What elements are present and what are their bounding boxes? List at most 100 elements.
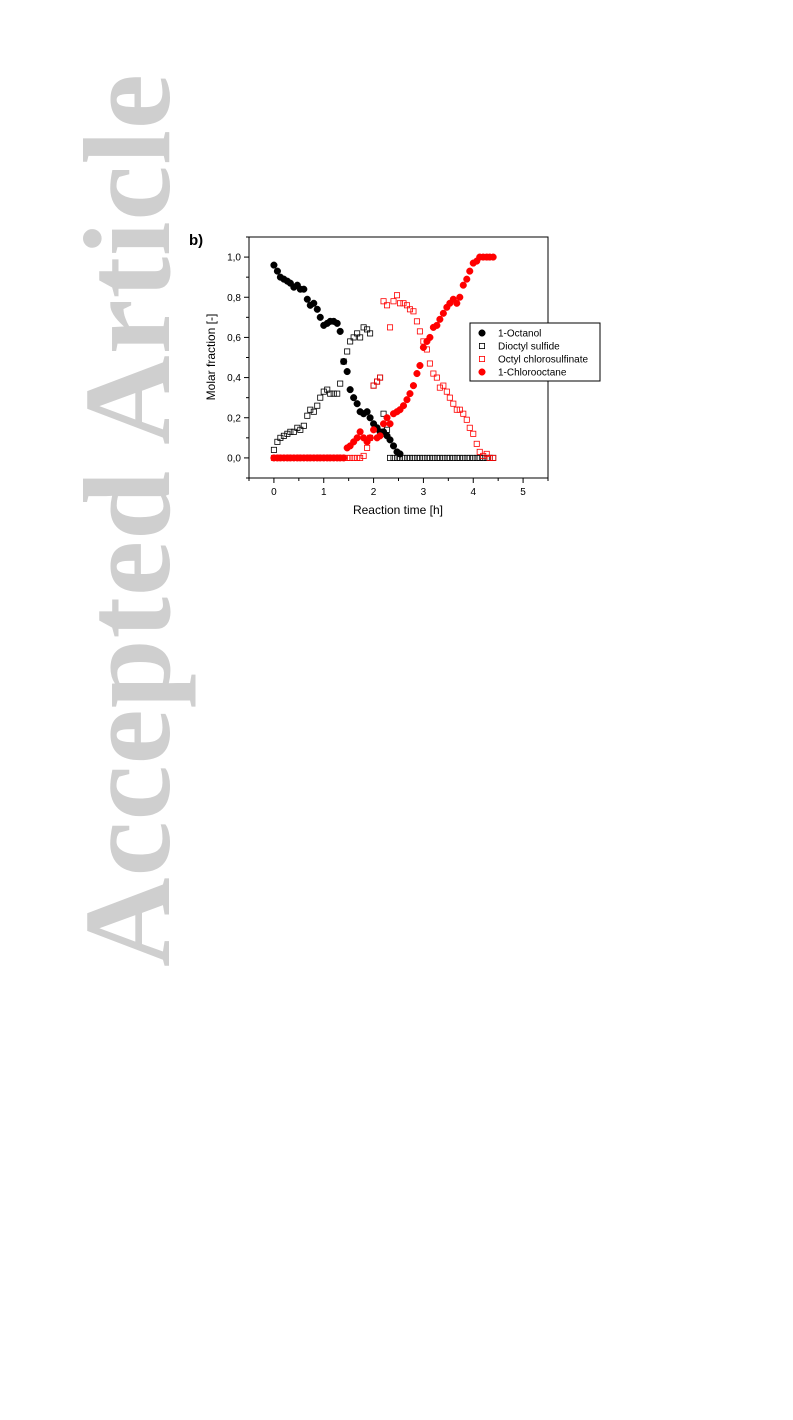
data-point [476, 448, 483, 455]
data-point [460, 454, 467, 461]
data-point [353, 434, 361, 442]
data-point [387, 324, 394, 331]
data-point [406, 454, 413, 461]
legend-marker [478, 355, 485, 362]
data-point [317, 394, 324, 401]
x-tick-label: 2 [371, 487, 377, 498]
data-point [304, 412, 311, 419]
data-point [406, 306, 413, 313]
data-point [366, 414, 374, 422]
y-axis-label: Molar fraction [-] [204, 314, 218, 401]
series-4 [270, 253, 497, 462]
data-point [410, 308, 417, 315]
series-1 [270, 261, 404, 458]
data-point [466, 454, 473, 461]
data-point [307, 406, 314, 413]
data-point [386, 436, 394, 444]
data-point [287, 428, 294, 435]
data-point [430, 370, 437, 377]
x-tick-label: 0 [271, 487, 277, 498]
data-point [310, 299, 318, 307]
data-point [277, 434, 284, 441]
data-point [360, 452, 367, 459]
data-point [440, 454, 447, 461]
data-point [357, 334, 364, 341]
data-point [337, 380, 344, 387]
data-point [390, 454, 397, 461]
data-point [419, 343, 427, 352]
data-point [466, 267, 474, 275]
legend-marker [478, 342, 485, 349]
data-point [310, 408, 317, 415]
data-point [270, 446, 277, 453]
data-point [420, 454, 427, 461]
data-point [489, 253, 497, 261]
data-point [327, 390, 334, 397]
data-point [313, 305, 321, 313]
data-point [480, 454, 487, 461]
x-tick-label: 3 [421, 487, 427, 498]
x-tick-label: 5 [520, 487, 526, 498]
data-point [486, 454, 493, 461]
legend-marker [478, 368, 486, 376]
data-point [400, 454, 407, 461]
data-point [334, 390, 341, 397]
data-point [370, 382, 377, 389]
data-point [316, 313, 324, 321]
axis-ticks: 0 1 2 3 4 5 0,0 0,2 0,4 0,6 0,8 1,0 [227, 236, 549, 498]
data-point [456, 454, 463, 461]
plot-series [270, 253, 497, 462]
data-point [380, 298, 387, 305]
x-tick-label: 4 [470, 487, 476, 498]
data-point [280, 432, 287, 439]
data-point [430, 454, 437, 461]
data-point [340, 357, 348, 366]
data-point [336, 327, 344, 335]
data-point [446, 394, 453, 401]
data-point [406, 390, 414, 398]
data-point [453, 299, 461, 307]
data-point [436, 384, 443, 391]
data-point [314, 402, 321, 409]
data-point [399, 402, 408, 410]
data-point [473, 440, 480, 447]
data-point [403, 396, 411, 404]
data-point [433, 321, 441, 329]
data-point [390, 298, 397, 305]
data-point [273, 267, 281, 275]
data-point [439, 309, 447, 317]
data-point [466, 424, 473, 431]
data-point [346, 386, 354, 394]
data-point [416, 361, 424, 370]
data-point [344, 348, 351, 355]
data-point [350, 394, 358, 402]
data-point [490, 454, 497, 461]
data-point [476, 454, 483, 461]
data-point [440, 382, 447, 389]
data-point [426, 454, 433, 461]
data-point [396, 454, 403, 461]
data-point [470, 430, 477, 437]
data-point [410, 454, 417, 461]
data-point [380, 410, 387, 417]
data-point [347, 454, 354, 461]
data-point [357, 454, 364, 461]
y-tick-label: 0,8 [227, 293, 241, 304]
data-point [380, 420, 388, 428]
data-point [480, 452, 487, 459]
data-point [383, 414, 391, 422]
data-point [450, 454, 457, 461]
data-point [433, 374, 440, 381]
data-point [366, 434, 374, 442]
data-point [300, 285, 308, 293]
data-point [353, 400, 361, 408]
legend: 1-Octanol Dioctyl sulfide Octyl chlorosulf… [469, 322, 601, 382]
data-point [364, 444, 371, 451]
data-point [456, 406, 463, 413]
data-point [377, 374, 384, 381]
data-point [370, 382, 377, 389]
data-point [343, 368, 351, 376]
data-point [370, 426, 378, 434]
legend-label: Octyl chlorosulfinate [498, 355, 588, 366]
data-point [436, 454, 443, 461]
